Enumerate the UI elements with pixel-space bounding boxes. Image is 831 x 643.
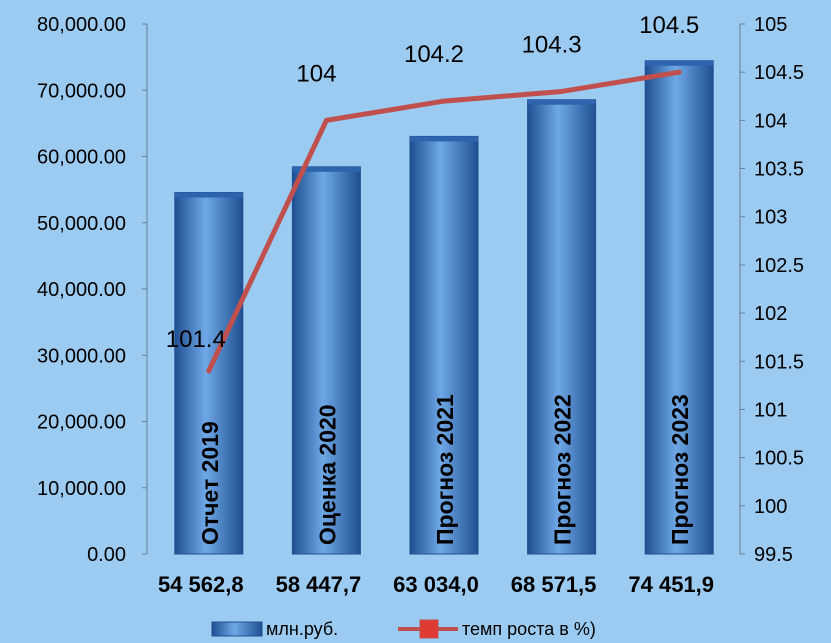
right-tick-label: 101.5 [754, 351, 804, 373]
legend-bar-label: млн.руб. [266, 619, 338, 639]
left-tick-label: 30,000.00 [37, 345, 126, 367]
line-labels: 101.4 104 104.2 104.3 104.5 [166, 12, 699, 353]
right-axis: 99.5 100 100.5 101 101.5 102 102.5 103 103.5 104 1… [739, 14, 804, 566]
legend-line-marker [419, 619, 439, 639]
right-tick-label: 100.5 [754, 448, 804, 470]
category-label: Отчет 2019 [197, 421, 223, 545]
line-value-label: 104 [296, 60, 336, 87]
left-tick-label: 50,000.00 [37, 213, 126, 235]
bar-top [174, 192, 243, 198]
legend: млн.руб. темп роста в %) [211, 619, 596, 639]
bar-top [292, 166, 361, 172]
left-tick-label: 20,000.00 [37, 412, 126, 434]
line-point [206, 368, 212, 374]
legend-bar-swatch [211, 621, 263, 637]
right-tick-label: 103 [754, 207, 787, 229]
line-value-label: 104.3 [522, 31, 582, 58]
right-tick-label: 103.5 [754, 159, 804, 181]
right-tick-label: 100 [754, 496, 787, 518]
right-tick-label: 102 [754, 303, 787, 325]
bar [409, 135, 479, 555]
right-tick-label: 102.5 [754, 255, 804, 277]
left-tick-label: 60,000.00 [37, 147, 126, 169]
bar [644, 60, 714, 555]
line-point [323, 117, 329, 123]
line-value-label: 101.4 [166, 326, 226, 353]
line-value-label: 104.5 [639, 12, 699, 39]
right-tick-label: 104 [754, 110, 787, 132]
category-label: Прогноз 2021 [432, 394, 458, 545]
category-label: Прогноз 2022 [550, 394, 576, 545]
bar [527, 99, 597, 555]
bars: Отчет 2019 Оценка 2020 Прогноз 2021 Прогноз… [174, 60, 714, 555]
bar-value-label: 63 034,0 [393, 572, 479, 597]
left-tick-label: 0.00 [87, 544, 126, 566]
line-point [441, 98, 447, 104]
left-tick-label: 70,000.00 [37, 80, 126, 102]
right-tick-label: 99.5 [754, 544, 793, 566]
bar-value-label: 58 447,7 [276, 572, 362, 597]
left-tick-label: 80,000.00 [37, 14, 126, 36]
legend-line-label: темп роста в %) [462, 619, 596, 639]
right-tick-label: 104.5 [754, 62, 804, 84]
bar [291, 166, 361, 555]
left-axis: 0.00 10,000.00 20,000.00 30,000.00 40,000.00… [37, 14, 148, 566]
line-value-label: 104.2 [404, 41, 464, 68]
right-tick-label: 101 [754, 399, 787, 421]
growth-line [206, 69, 682, 374]
line-point [559, 88, 565, 94]
bar-value-label: 74 451,9 [628, 572, 714, 597]
left-tick-label: 10,000.00 [37, 478, 126, 500]
bar-top [410, 136, 478, 142]
left-tick-label: 40,000.00 [37, 279, 126, 301]
bar-top [645, 60, 714, 66]
value-labels: 54 562,8 58 447,7 63 034,0 68 571,5 74 451,9 [158, 572, 714, 597]
category-label: Прогноз 2023 [667, 394, 693, 545]
line-point [676, 69, 682, 75]
bar-top [527, 99, 596, 105]
bar-value-label: 68 571,5 [511, 572, 597, 597]
right-tick-label: 105 [754, 14, 787, 36]
category-label: Оценка 2020 [314, 404, 340, 545]
bar-value-label: 54 562,8 [158, 572, 244, 597]
